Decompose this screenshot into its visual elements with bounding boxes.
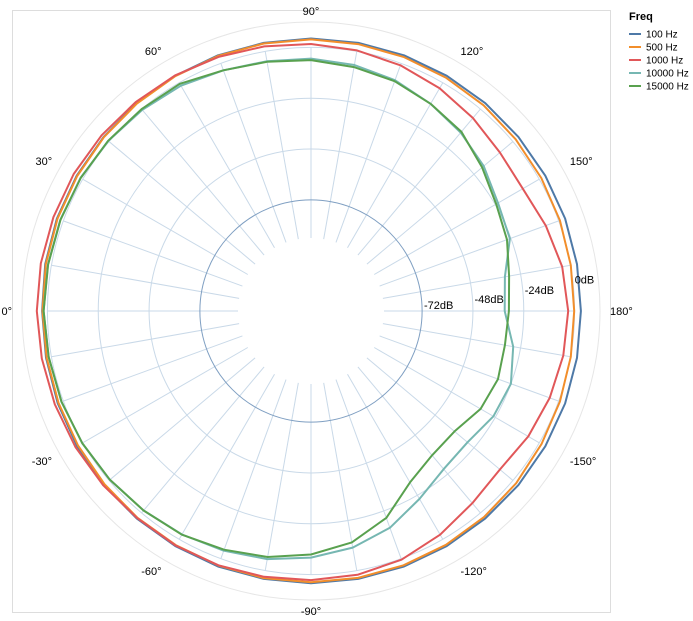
angle-tick-label: -90° bbox=[301, 606, 321, 618]
series-line-1000-hz bbox=[35, 43, 570, 582]
angle-tick-label: -30° bbox=[32, 456, 52, 468]
angle-grid-line bbox=[357, 366, 481, 514]
angle-grid-line bbox=[51, 264, 240, 299]
angle-grid-line bbox=[335, 379, 402, 559]
angle-grid-line bbox=[63, 220, 243, 287]
angle-grid-line bbox=[357, 108, 481, 256]
legend-label: 10000 Hz bbox=[646, 69, 689, 80]
angle-grid-line bbox=[178, 82, 275, 249]
angle-tick-label: 60° bbox=[145, 46, 162, 58]
angle-grid-line bbox=[347, 373, 444, 540]
angle-tick-labels: 0° 30° 60° 90° 120° 150° 180° -150° -120° -90° -60… bbox=[1, 6, 632, 618]
inner-circle bbox=[199, 199, 423, 423]
legend-label: 15000 Hz bbox=[646, 82, 689, 93]
legend-label: 1000 Hz bbox=[646, 56, 683, 67]
radial-tick-label: -24dB bbox=[525, 285, 554, 297]
angle-tick-label: 180° bbox=[610, 306, 633, 318]
angle-grid-line bbox=[141, 108, 265, 256]
angle-grid-line bbox=[220, 63, 287, 243]
radial-tick-label: -72dB bbox=[424, 300, 453, 312]
angle-grid-line bbox=[264, 51, 299, 240]
angle-grid-line bbox=[82, 347, 249, 444]
angle-grid-line bbox=[108, 141, 256, 265]
angle-grid-line bbox=[108, 357, 256, 481]
radial-tick-label: 0dB bbox=[575, 274, 595, 286]
outer-grid-circle bbox=[21, 21, 601, 601]
angle-grid-line bbox=[63, 335, 243, 402]
angle-grid-line bbox=[373, 178, 540, 275]
angle-grid-line bbox=[323, 382, 358, 571]
plot-frame-layer bbox=[12, 10, 611, 613]
angle-grid-line bbox=[379, 335, 559, 402]
radial-grid-circle bbox=[148, 148, 474, 474]
plot-frame bbox=[12, 10, 611, 613]
angle-grid-line bbox=[51, 323, 240, 358]
angle-grid-line bbox=[178, 373, 275, 540]
angle-tick-label: 90° bbox=[303, 6, 320, 18]
angle-grid-line bbox=[373, 347, 540, 444]
angle-grid-line bbox=[347, 82, 444, 249]
legend: Freq 100 Hz 500 Hz 1000 Hz 10000 Hz 15000 Hz bbox=[629, 11, 689, 93]
series-lines bbox=[35, 37, 582, 585]
angle-tick-label: 120° bbox=[461, 46, 484, 58]
angle-tick-label: -150° bbox=[570, 456, 596, 468]
angle-grid-line bbox=[335, 63, 402, 243]
angle-grid-line bbox=[366, 357, 514, 481]
polar-grid bbox=[21, 21, 601, 601]
legend-label: 500 Hz bbox=[646, 43, 678, 54]
angle-tick-label: 0° bbox=[1, 306, 12, 318]
angle-grid-line bbox=[264, 382, 299, 571]
series-line-15000-hz bbox=[42, 59, 511, 558]
angle-tick-label: -60° bbox=[141, 566, 161, 578]
angle-grid-line bbox=[220, 379, 287, 559]
legend-label: 100 Hz bbox=[646, 30, 678, 41]
angle-grid-line bbox=[382, 323, 571, 358]
angle-grid-line bbox=[323, 51, 358, 240]
angle-grid-line bbox=[382, 264, 571, 299]
angle-tick-label: 30° bbox=[35, 156, 52, 168]
angle-tick-label: -120° bbox=[461, 566, 487, 578]
angle-grid-line bbox=[366, 141, 514, 265]
legend-title: Freq bbox=[629, 11, 653, 23]
radial-tick-labels: -72dB -48dB -24dB 0dB bbox=[424, 274, 594, 312]
radial-grid-circle bbox=[97, 97, 525, 525]
radial-tick-label: -48dB bbox=[475, 294, 504, 306]
angle-grid-line bbox=[141, 366, 265, 514]
angle-grid-line bbox=[82, 178, 249, 275]
angle-grid-line bbox=[379, 220, 559, 287]
angle-tick-label: 150° bbox=[570, 156, 593, 168]
